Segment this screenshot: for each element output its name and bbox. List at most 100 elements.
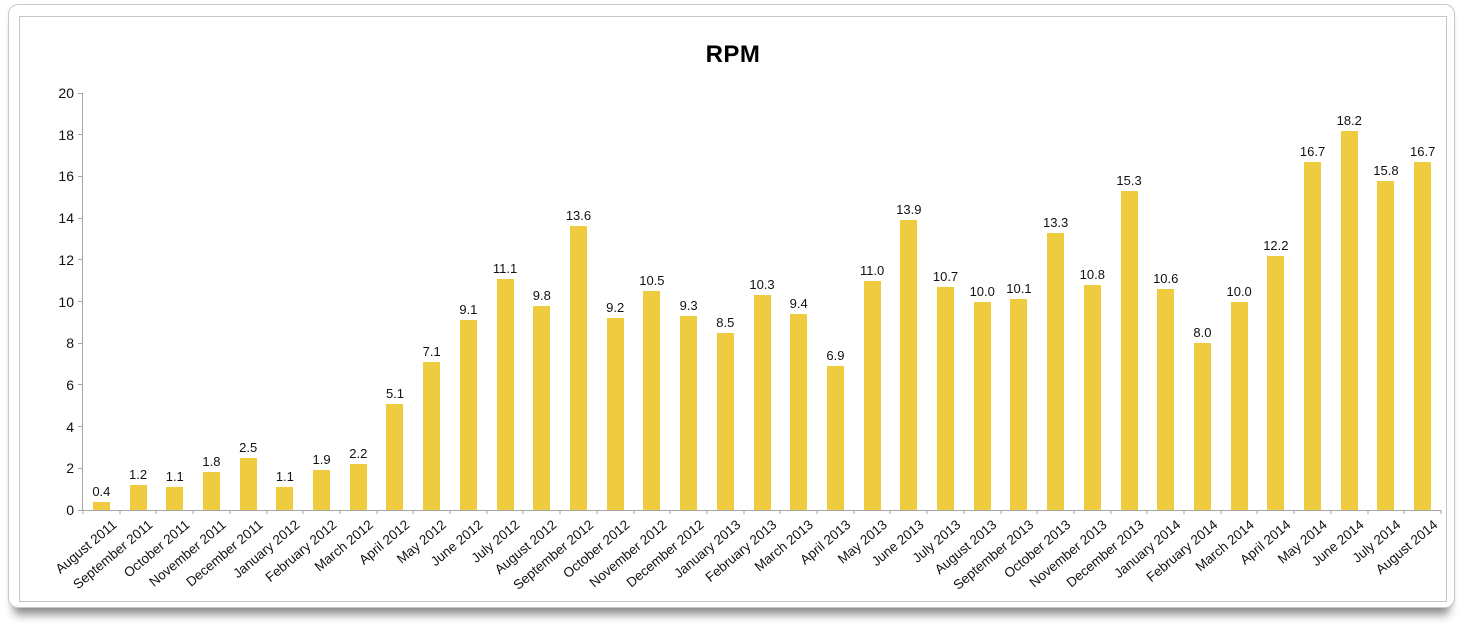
bar-slot: 11.0 May 2013 [835, 93, 891, 567]
bar-value-label: 8.0 [1193, 325, 1212, 341]
y-axis-tick-label: 12 [58, 251, 74, 268]
bar-value-label: 13.6 [565, 208, 592, 224]
bar-slot: 16.7 August 2014 [1373, 93, 1441, 577]
bar-slot: 8.5 January 2013 [671, 93, 744, 581]
bar-slot: 13.6 September 2012 [510, 93, 597, 592]
bar [423, 361, 441, 510]
x-axis-tick-mark [1183, 510, 1185, 514]
y-axis-tick-label: 2 [66, 460, 74, 477]
x-axis-tick-mark [1403, 510, 1405, 514]
bar [643, 291, 661, 510]
bar-slot: 9.2 October 2012 [561, 93, 634, 581]
bar-value-label: 10.3 [749, 277, 775, 293]
x-axis-tick-mark [779, 510, 781, 514]
y-axis-tick-label: 14 [58, 210, 74, 227]
bar-value-label: 11.0 [859, 262, 885, 278]
bar-slot: 10.1 September 2013 [950, 93, 1038, 592]
y-axis-tick-mark [78, 509, 83, 511]
x-axis-tick-mark [1440, 510, 1442, 514]
rpm-bar-chart-plot-area: 0 2 4 6 8 10 12 14 16 18 20 0.4 August 2011 1.2 Septe… [52, 86, 1442, 593]
bar [900, 220, 918, 510]
bar [533, 305, 551, 510]
x-axis-tick-mark [596, 510, 598, 514]
bar [1304, 161, 1322, 510]
bar-value-label: 2.5 [239, 439, 258, 455]
bar-slot: 0.4 August 2011 [52, 93, 120, 577]
bar [753, 295, 771, 510]
bar-slot: 10.7 July 2013 [909, 93, 964, 566]
x-axis-tick-mark [1367, 510, 1369, 514]
x-axis-tick-mark [486, 510, 488, 514]
y-axis-tick-mark [78, 134, 83, 136]
bar [459, 320, 477, 510]
bar-slot: 16.7 May 2014 [1275, 93, 1331, 567]
bar [239, 457, 257, 510]
x-axis-tick-mark [1110, 510, 1112, 514]
x-axis-tick-mark [449, 510, 451, 514]
y-axis-tick-label: 8 [66, 335, 74, 352]
bar [1047, 232, 1065, 510]
bar-slot: 8.0 February 2014 [1143, 93, 1221, 585]
bar-value-label: 9.8 [532, 287, 551, 303]
bar-value-label: 10.7 [932, 268, 959, 284]
bar [276, 487, 294, 510]
bar-value-label: 1.1 [165, 469, 184, 485]
bar-value-label: 1.2 [129, 466, 148, 482]
x-axis-tick-mark [1146, 510, 1148, 514]
x-axis-tick-mark [229, 510, 231, 514]
bar-value-label: 13.9 [896, 202, 922, 218]
x-axis-tick-mark [633, 510, 635, 514]
x-axis-tick-mark [559, 510, 561, 514]
x-axis-tick-mark [1293, 510, 1295, 514]
y-axis-tick-label: 4 [66, 418, 74, 435]
bar-slot: 1.9 February 2012 [262, 93, 340, 585]
bar-slot: 1.2 September 2011 [70, 93, 157, 592]
bar-slot: 5.1 April 2012 [356, 93, 414, 568]
bar [1267, 255, 1285, 510]
bar [606, 318, 624, 510]
y-axis-tick-mark [78, 217, 83, 219]
bar [569, 226, 587, 510]
bar-slot: 10.0 August 2013 [932, 93, 1001, 578]
x-axis-tick-mark [522, 510, 524, 514]
y-axis-tick-mark [78, 342, 83, 344]
bar-value-label: 11.1 [492, 260, 518, 276]
bar-series: 0.4 August 2011 1.2 September 2011 1.1 Octobe… [52, 93, 1441, 593]
y-axis-tick-label: 0 [66, 502, 74, 518]
bar-slot: 10.0 March 2014 [1193, 93, 1258, 575]
bar [1340, 130, 1358, 510]
bar [937, 286, 955, 510]
chart-title: RPM [705, 41, 761, 68]
bar-slot: 10.8 November 2013 [1027, 93, 1111, 590]
y-axis-tick-mark [78, 467, 83, 469]
bar-slot: 10.5 November 2012 [586, 93, 671, 590]
bar-value-label: 10.0 [969, 283, 995, 299]
y-axis-tick-mark [78, 92, 83, 94]
bar-slot: 2.5 December 2011 [183, 93, 267, 590]
x-axis-tick-mark [119, 510, 121, 514]
bar-slot: 9.4 March 2013 [752, 93, 817, 574]
bar [202, 472, 220, 510]
bar-slot: 1.1 October 2011 [121, 93, 193, 580]
y-axis-tick-label: 10 [58, 293, 74, 310]
bar-value-label: 9.4 [789, 296, 808, 312]
y-axis-tick-label: 20 [58, 85, 74, 101]
bar-slot: 15.8 July 2014 [1350, 93, 1405, 566]
bar-value-label: 15.3 [1116, 173, 1142, 188]
x-axis-tick-mark [889, 510, 891, 514]
y-axis-tick-label: 16 [58, 168, 74, 185]
bar-slot: 10.3 February 2013 [703, 93, 781, 585]
bar-slot: 1.8 November 2011 [147, 93, 230, 589]
bar-slot: 18.2 June 2014 [1309, 93, 1368, 569]
y-axis-tick-mark [78, 426, 83, 428]
bar-value-label: 13.3 [1042, 214, 1069, 230]
bar-value-label: 7.1 [422, 343, 441, 359]
x-axis-tick-mark [1220, 510, 1222, 514]
bar-value-label: 15.8 [1373, 162, 1399, 178]
bar [386, 403, 404, 510]
chart-border-box: RPM 0 2 4 6 8 10 12 14 16 18 20 0.4 August 2011 1.2 S… [19, 16, 1447, 602]
bar-value-label: 10.6 [1153, 271, 1179, 286]
bar-value-label: 18.2 [1336, 112, 1362, 128]
bar [1377, 180, 1395, 510]
bar [1083, 284, 1101, 510]
